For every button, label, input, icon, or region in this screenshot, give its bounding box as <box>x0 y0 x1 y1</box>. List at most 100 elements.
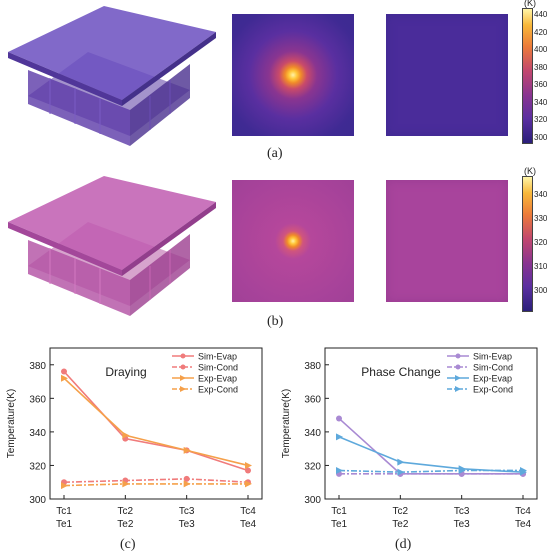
y-tick-label: 320 <box>29 461 46 472</box>
heatmap-evaporator-a <box>232 14 354 136</box>
legend-label: Sim-Cond <box>473 363 513 373</box>
x-tick-label-bottom: Te4 <box>240 519 257 530</box>
legend-marker <box>180 375 186 381</box>
colorbar-a <box>522 8 533 144</box>
legend-marker <box>455 364 461 370</box>
heat-sink-render-b <box>8 176 216 316</box>
data-point <box>397 468 405 476</box>
legend-marker <box>180 386 186 392</box>
legend-marker <box>455 386 461 392</box>
data-point <box>458 466 466 474</box>
colorbar-tick-label: 340 <box>534 97 548 107</box>
colorbar-tick-label: 320 <box>534 115 548 125</box>
colorbar-tick-label: 300 <box>534 132 548 142</box>
colorbar-b <box>522 176 533 312</box>
y-tick-label: 340 <box>304 428 321 439</box>
x-tick-label-bottom: Te3 <box>454 519 471 530</box>
y-tick-label: 380 <box>29 361 46 372</box>
legend-label: Sim-Evap <box>473 352 512 362</box>
x-tick-label-top: Tc1 <box>331 506 347 517</box>
label-b: (b) <box>267 314 284 329</box>
chart-drying: 300 320 340 360 380 Tc1 Te1 Tc2 Te2 Tc3 Te3 Tc4 Te4 T… <box>6 347 263 530</box>
data-point <box>61 482 68 490</box>
y-tick-label: 320 <box>304 461 321 472</box>
colorbar-tick-label: 420 <box>534 27 548 37</box>
series-line-sim-cond <box>63 478 249 484</box>
y-tick-label: 300 <box>29 495 46 506</box>
data-point <box>245 467 251 474</box>
colorbar-b-unit: (K) <box>524 166 536 176</box>
y-tick-label: 340 <box>29 428 46 439</box>
box-render-b <box>0 170 222 320</box>
colorbar-tick-label: 360 <box>534 80 548 90</box>
x-tick-label-top: Tc3 <box>179 506 195 517</box>
legend-label: Exp-Cond <box>473 385 513 395</box>
y-tick-label: 360 <box>304 394 321 405</box>
x-tick-label-bottom: Te2 <box>392 519 409 530</box>
x-tick-label-bottom: Te1 <box>56 519 73 530</box>
data-point <box>336 466 343 474</box>
plot-frame <box>49 347 263 500</box>
y-axis-label: Temperature(K) <box>281 389 292 458</box>
legend-label: Sim-Cond <box>198 363 238 373</box>
data-point <box>245 461 252 469</box>
colorbar-tick-label: 330 <box>534 214 548 224</box>
data-point <box>183 446 191 454</box>
data-point <box>520 466 527 474</box>
data-point <box>245 480 252 488</box>
y-tick-label: 300 <box>304 495 321 506</box>
series-line-exp-evap <box>338 436 524 473</box>
colorbar-tick-label: 300 <box>534 285 548 295</box>
series-line-sim-evap <box>63 370 249 472</box>
data-point <box>183 480 191 488</box>
data-point <box>336 415 342 422</box>
box-render-a <box>0 0 222 150</box>
data-point <box>61 374 68 382</box>
legend-marker <box>455 375 461 381</box>
data-point <box>122 480 130 488</box>
colorbar-a-unit: (K) <box>524 0 536 8</box>
colorbar-tick-label: 340 <box>534 190 548 200</box>
y-tick-label: 360 <box>29 394 46 405</box>
series-line-exp-evap <box>63 377 249 467</box>
heatmap-condenser-a <box>386 14 508 136</box>
heatmap-evaporator-b <box>232 180 354 302</box>
x-tick-label-top: Tc1 <box>56 506 72 517</box>
legend-marker <box>180 353 186 359</box>
plot-frame <box>324 347 538 500</box>
colorbar-tick-label: 440 <box>534 10 548 19</box>
legend-label: Exp-Evap <box>198 374 237 384</box>
label-c: (c) <box>120 537 136 552</box>
x-tick-label-top: Tc4 <box>240 506 256 517</box>
x-tick-label-bottom: Te4 <box>515 519 532 530</box>
colorbar-tick-label: 400 <box>534 45 548 55</box>
data-point <box>122 431 130 439</box>
x-tick-label-bottom: Te3 <box>179 519 196 530</box>
x-tick-label-top: Tc3 <box>454 506 470 517</box>
series-line-exp-cond <box>63 483 248 487</box>
legend-label: Exp-Evap <box>473 374 512 384</box>
heat-sink-render-a <box>8 6 216 146</box>
x-tick-label-top: Tc2 <box>393 506 409 517</box>
colorbar-tick-label: 310 <box>534 261 548 271</box>
x-tick-label-bottom: Te2 <box>117 519 134 530</box>
x-tick-label-bottom: Te1 <box>331 519 348 530</box>
legend-label: Exp-Cond <box>198 385 238 395</box>
legend-label: Sim-Evap <box>198 352 237 362</box>
data-point <box>336 433 343 441</box>
y-tick-label: 380 <box>304 361 321 372</box>
heatmap-condenser-b <box>386 180 508 302</box>
chart-title: Phase Change <box>361 365 441 379</box>
colorbar-tick-label: 320 <box>534 238 548 247</box>
series-line-exp-cond <box>338 469 523 473</box>
chart-title: Draying <box>105 365 146 379</box>
data-point <box>183 475 190 482</box>
data-point <box>61 368 67 375</box>
y-axis-label: Temperature(K) <box>6 389 17 458</box>
x-tick-label-top: Tc4 <box>515 506 531 517</box>
label-a: (a) <box>267 146 283 161</box>
colorbar-tick-label: 380 <box>534 62 548 72</box>
legend-marker <box>455 353 461 359</box>
label-d: (d) <box>395 537 412 552</box>
legend-marker <box>180 364 186 370</box>
